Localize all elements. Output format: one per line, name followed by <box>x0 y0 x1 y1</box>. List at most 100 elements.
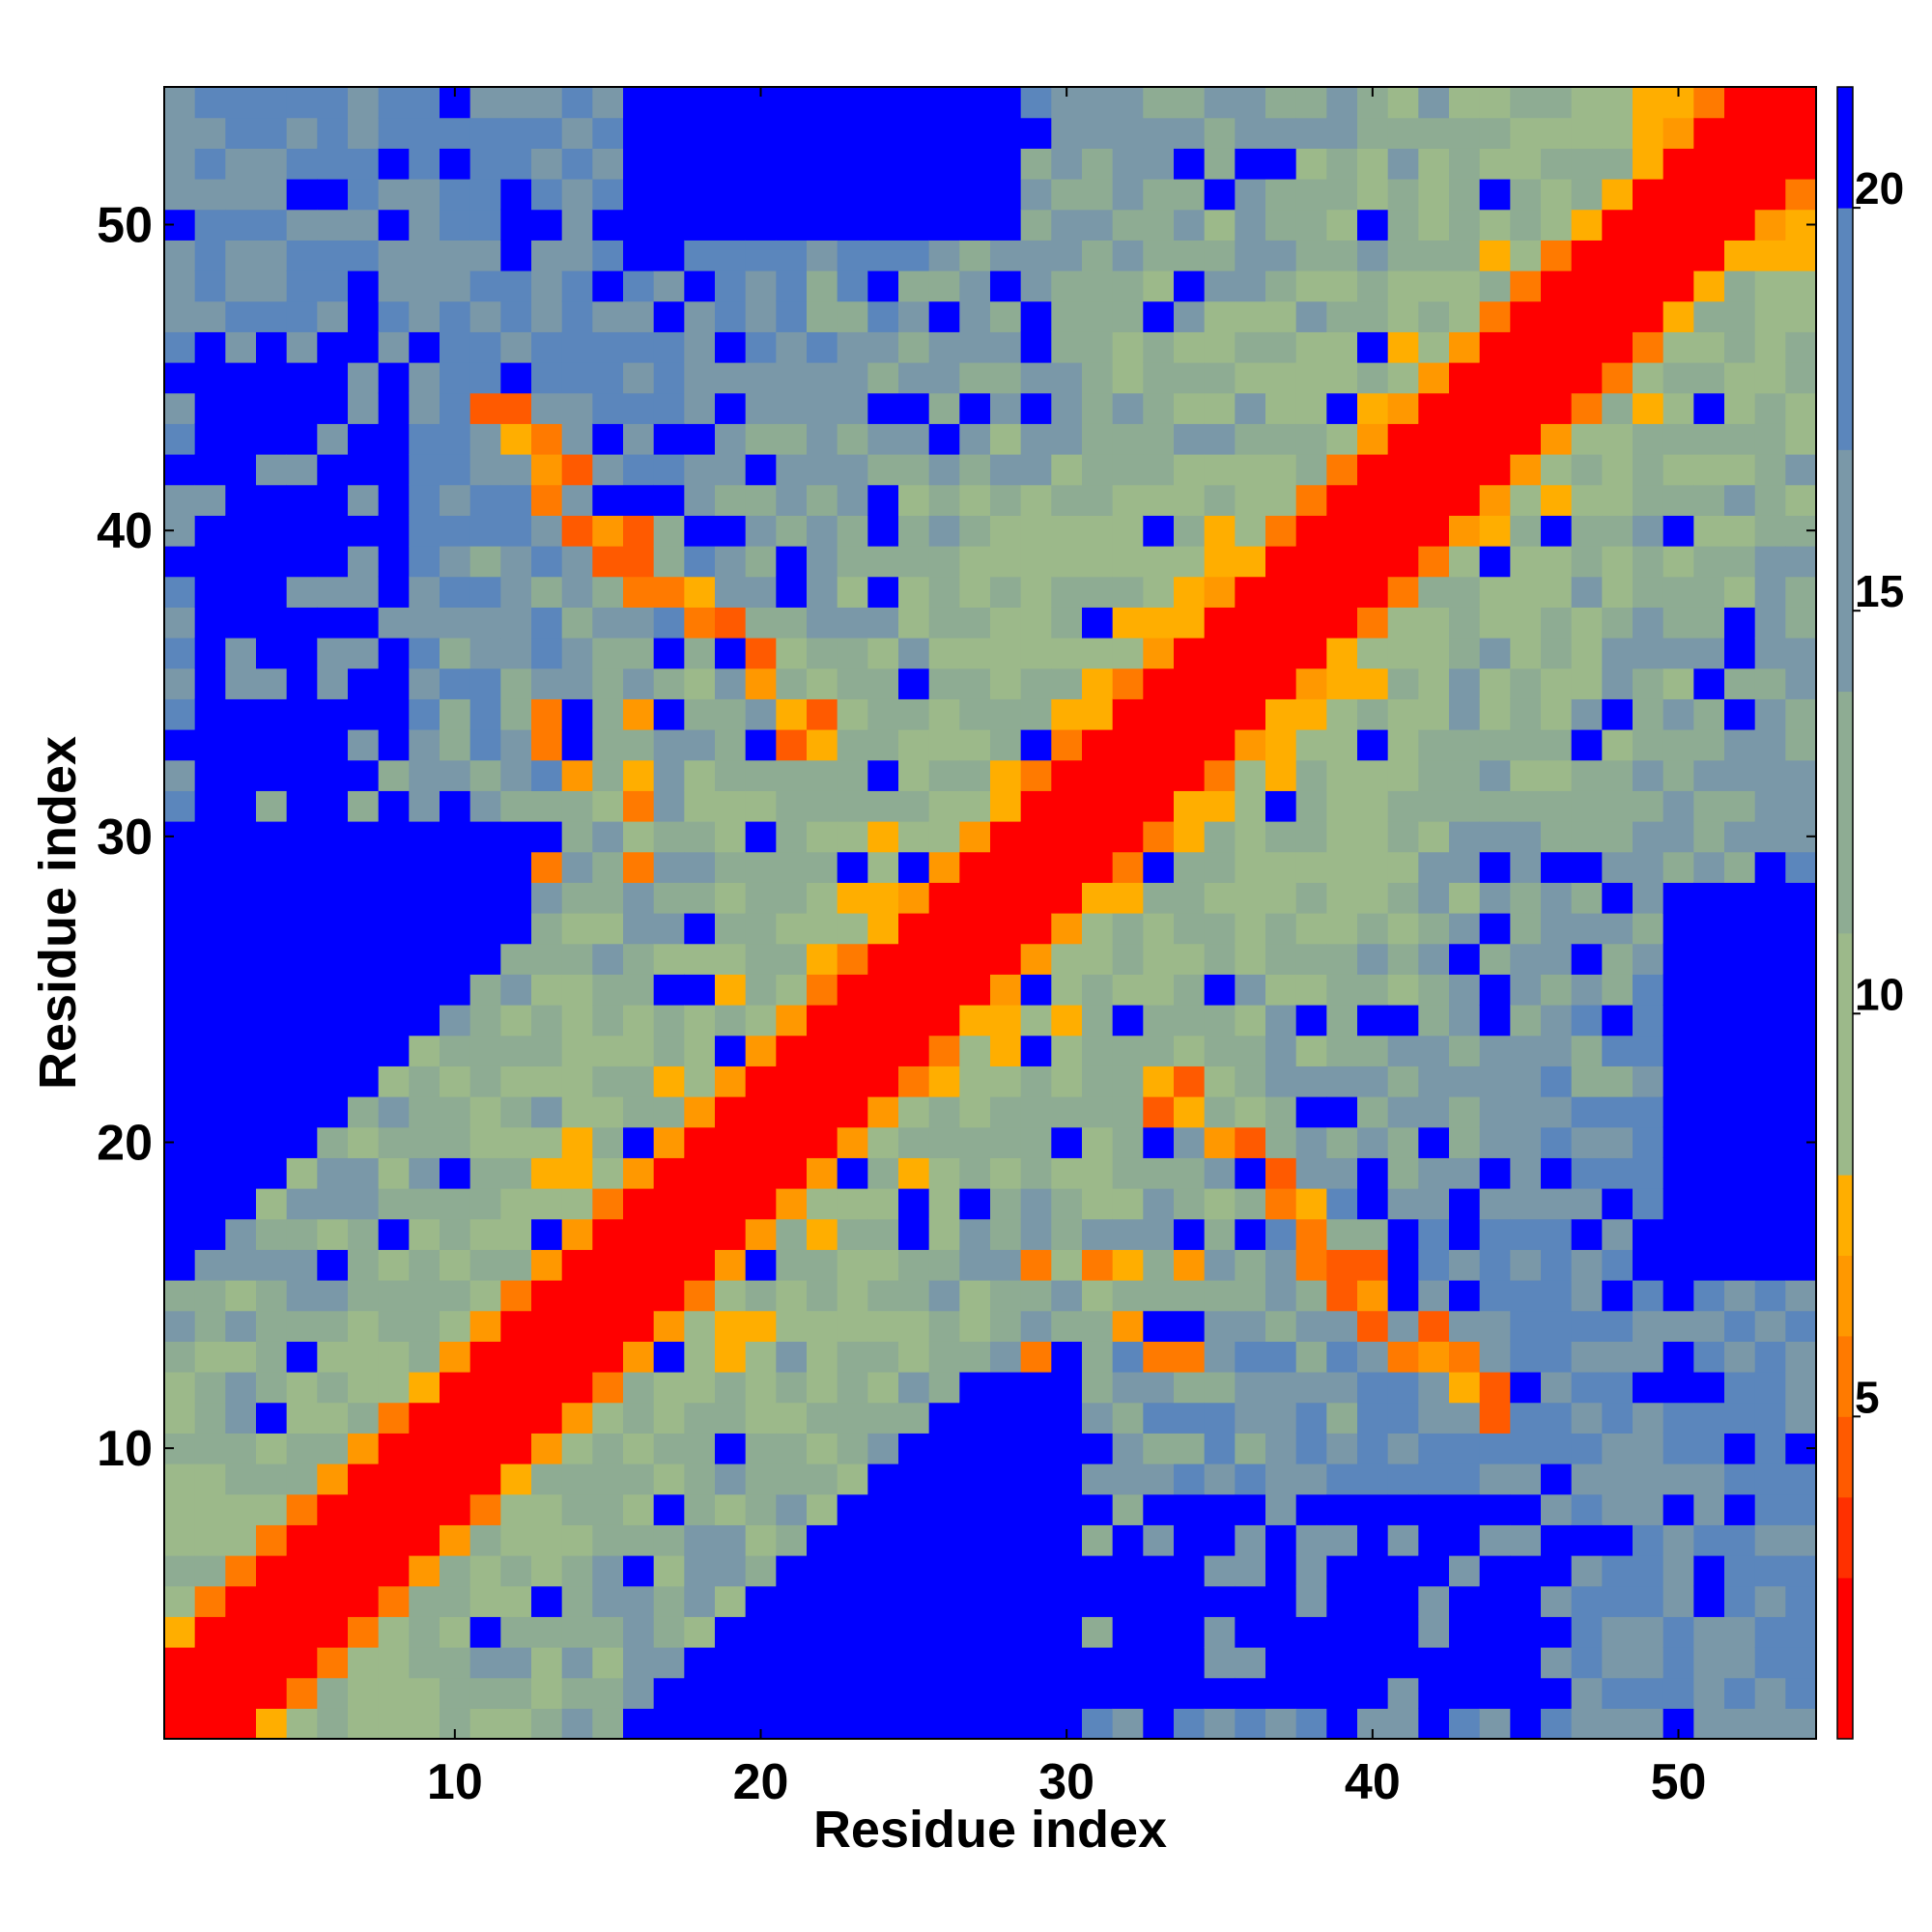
heatmap-cell <box>592 1249 624 1281</box>
heatmap-cell <box>959 1524 991 1556</box>
heatmap-cell <box>1174 974 1206 1006</box>
heatmap-cell <box>623 300 655 332</box>
heatmap-cell <box>348 1616 380 1648</box>
heatmap-cell <box>1295 484 1327 516</box>
heatmap-cell <box>592 1493 624 1525</box>
x-tick-label: 40 <box>1345 1754 1401 1810</box>
heatmap-cell <box>1785 87 1817 119</box>
heatmap-cell <box>1174 1065 1206 1097</box>
heatmap-cell <box>225 882 257 914</box>
heatmap-cell <box>561 759 593 791</box>
heatmap-cell <box>531 1096 563 1128</box>
heatmap-cell <box>1724 1463 1756 1495</box>
heatmap-cell <box>1754 1585 1786 1617</box>
heatmap-cell <box>286 179 318 211</box>
heatmap-cell <box>1020 668 1052 699</box>
heatmap-cell <box>1602 1035 1634 1066</box>
heatmap-cell <box>1143 1647 1175 1679</box>
heatmap-cell <box>1541 546 1573 578</box>
heatmap-cell <box>1020 1647 1052 1679</box>
heatmap-cell <box>194 1157 226 1189</box>
heatmap-cell <box>561 698 593 730</box>
heatmap-cell <box>1112 913 1144 945</box>
heatmap-cell <box>256 1065 288 1097</box>
heatmap-cell <box>286 1126 318 1158</box>
heatmap-cell <box>1571 1005 1603 1037</box>
heatmap-cell <box>684 576 716 608</box>
heatmap-cell <box>1662 1310 1694 1342</box>
heatmap-cell <box>1051 454 1083 486</box>
heatmap-cell <box>837 1157 868 1189</box>
heatmap-cell <box>317 607 349 639</box>
heatmap-cell <box>317 484 349 516</box>
heatmap-cell <box>1357 1372 1389 1404</box>
heatmap-cell <box>256 270 288 302</box>
heatmap-cell <box>1449 668 1481 699</box>
y-tick-label: 10 <box>97 1421 153 1477</box>
heatmap-cell <box>531 1372 563 1404</box>
heatmap-cell <box>1204 974 1236 1006</box>
heatmap-cell <box>1418 1280 1450 1312</box>
heatmap-cell <box>1449 729 1481 761</box>
heatmap-cell <box>1662 515 1694 547</box>
heatmap-cell <box>1571 1096 1603 1128</box>
heatmap-cell <box>1204 1035 1236 1066</box>
heatmap-cell <box>959 1157 991 1189</box>
heatmap-cell <box>194 300 226 332</box>
heatmap-cell <box>684 484 716 516</box>
heatmap-cell <box>440 576 471 608</box>
heatmap-cell <box>317 851 349 883</box>
heatmap-cell <box>1235 1341 1266 1373</box>
heatmap-cell <box>990 179 1022 211</box>
heatmap-cell <box>500 790 532 822</box>
heatmap-cell <box>684 392 716 424</box>
heatmap-cell <box>561 1035 593 1066</box>
heatmap-cell <box>286 1524 318 1556</box>
heatmap-cell <box>1295 331 1327 363</box>
heatmap-cell <box>1143 1524 1175 1556</box>
heatmap-cell <box>990 943 1022 975</box>
heatmap-cell <box>1571 362 1603 394</box>
heatmap-cell <box>348 331 380 363</box>
heatmap-cell <box>469 209 501 241</box>
heatmap-cell <box>1754 209 1786 241</box>
heatmap-cell <box>776 1524 808 1556</box>
heatmap-cell <box>1143 913 1175 945</box>
heatmap-cell <box>1051 1065 1083 1097</box>
heatmap-cell <box>1662 668 1694 699</box>
heatmap-cell <box>1510 851 1542 883</box>
heatmap-cell <box>776 576 808 608</box>
heatmap-cell <box>745 240 777 271</box>
heatmap-cell <box>1633 362 1664 394</box>
heatmap-cell <box>1082 1402 1114 1434</box>
heatmap-cell <box>256 638 288 669</box>
heatmap-cell <box>286 148 318 180</box>
heatmap-cell <box>1082 1493 1114 1525</box>
heatmap-cell <box>1235 698 1266 730</box>
heatmap-cell <box>1571 1616 1603 1648</box>
heatmap-cell <box>1754 331 1786 363</box>
heatmap-cell <box>1510 1585 1542 1617</box>
heatmap-cell <box>592 546 624 578</box>
heatmap-cell <box>684 1433 716 1464</box>
heatmap-cell <box>1724 576 1756 608</box>
heatmap-cell <box>898 1005 930 1037</box>
heatmap-cell <box>837 240 868 271</box>
colorbar-band <box>1837 87 1853 209</box>
heatmap-cell <box>592 1647 624 1679</box>
heatmap-cell <box>409 331 440 363</box>
heatmap-cell <box>1051 607 1083 639</box>
heatmap-cell <box>531 698 563 730</box>
heatmap-cell <box>1754 913 1786 945</box>
heatmap-cell <box>837 974 868 1006</box>
heatmap-cell <box>990 362 1022 394</box>
heatmap-cell <box>469 87 501 119</box>
heatmap-cell <box>1020 1493 1052 1525</box>
heatmap-cell <box>1020 1524 1052 1556</box>
heatmap-cell <box>256 331 288 363</box>
heatmap-cell <box>378 1065 410 1097</box>
heatmap-cell <box>837 1310 868 1342</box>
heatmap-cell <box>898 668 930 699</box>
heatmap-cell <box>1357 821 1389 853</box>
heatmap-cell <box>256 423 288 455</box>
